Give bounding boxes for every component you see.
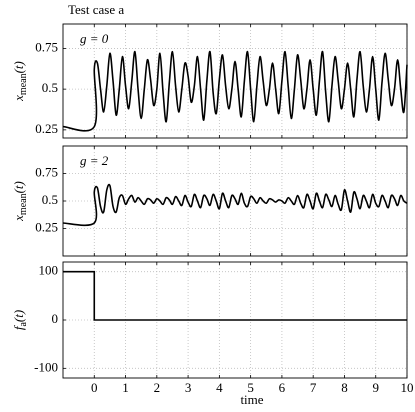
y-label-argument: (t) [11, 61, 26, 73]
figure-title: Test case a [68, 2, 124, 17]
y-tick-label: 0.5 [42, 192, 58, 207]
x-tick-label: 8 [341, 380, 348, 395]
x-axis-label: time [240, 392, 263, 407]
panel: 0.25 0.5 0.75 g = 0 xmean(t) [11, 23, 408, 139]
x-tick-label: 9 [372, 380, 379, 395]
y-label-argument: (t) [11, 181, 26, 193]
y-tick-label: -100 [34, 359, 58, 374]
y-label-argument: (t) [11, 310, 26, 322]
x-tick-label: 3 [185, 380, 192, 395]
panel: 0.25 0.5 0.75 g = 2 xmean(t) [11, 145, 408, 257]
annotation: g = 0 [80, 31, 109, 46]
data-line [62, 50, 408, 132]
y-label-subscript: mean [18, 73, 29, 95]
y-tick-label: 100 [39, 263, 59, 278]
y-tick-label: 0.25 [35, 219, 58, 234]
y-label-subscript: mean [18, 193, 29, 215]
y-tick-label: 0 [52, 311, 59, 326]
data-line [63, 270, 407, 321]
plot-frame [62, 145, 408, 257]
y-tick-label: 0.5 [42, 80, 58, 95]
x-tick-label: 1 [122, 380, 129, 395]
x-tick-label: 10 [401, 380, 414, 395]
y-tick-label: 0.75 [35, 39, 58, 54]
x-tick-label: 6 [279, 380, 286, 395]
y-axis-label: fa(t) [11, 310, 29, 330]
y-tick-label: 0.25 [35, 121, 58, 136]
x-tick-label: 2 [154, 380, 161, 395]
y-label-symbol: x [11, 215, 26, 222]
y-tick-label: 0.75 [35, 164, 58, 179]
x-tick-label: 4 [216, 380, 223, 395]
x-tick-label: 7 [310, 380, 317, 395]
plot-frame [62, 23, 408, 139]
x-tick-label: 5 [247, 380, 254, 395]
panel: 0 1 2 3 4 5 6 7 8 9 10 -100 0 100 fa(t) time [11, 261, 414, 407]
annotation: g = 2 [80, 153, 109, 168]
y-label-symbol: f [11, 324, 26, 330]
y-axis-label: xmean(t) [11, 61, 29, 102]
x-tick-label: 0 [91, 380, 98, 395]
y-axis-label: xmean(t) [11, 181, 29, 222]
y-label-symbol: x [11, 95, 26, 102]
data-line [62, 183, 408, 227]
y-label-subscript: a [18, 322, 29, 327]
